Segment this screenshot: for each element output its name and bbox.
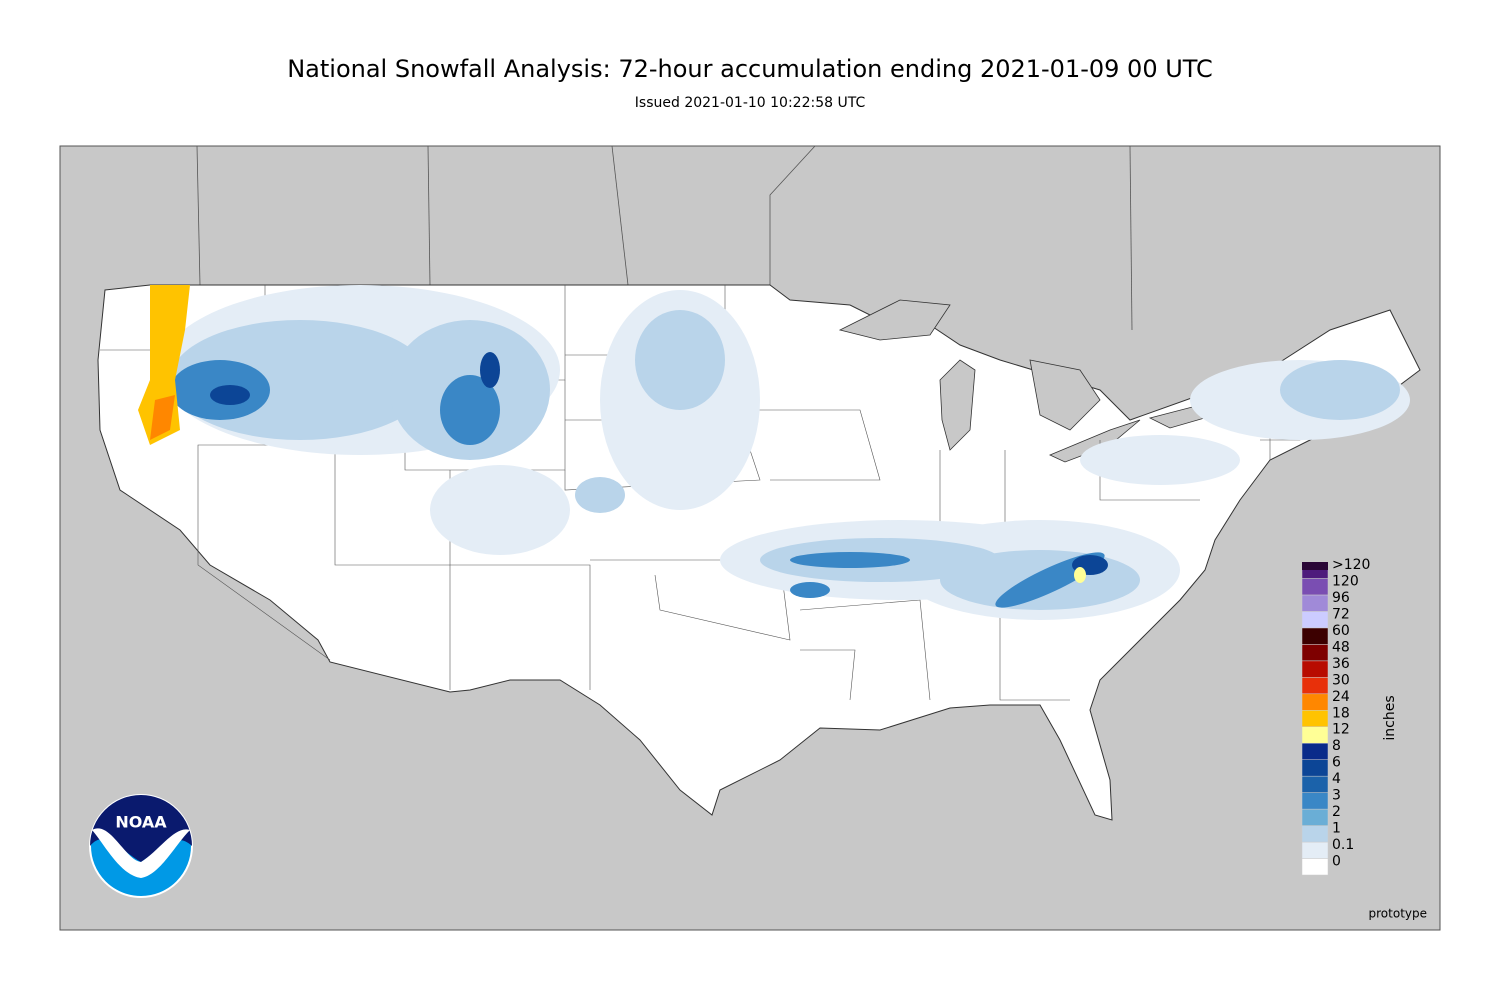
state-line xyxy=(197,480,331,661)
legend-swatch xyxy=(1301,841,1329,859)
snow-18-plus xyxy=(150,395,175,440)
legend-unit: inches xyxy=(1382,695,1398,740)
legend-label: 3 xyxy=(1332,788,1341,804)
legend-label: 8 xyxy=(1332,738,1341,754)
legend-swatch xyxy=(1301,792,1329,810)
snow-area xyxy=(480,352,500,388)
legend-swatch xyxy=(1302,562,1328,570)
state-line xyxy=(590,559,791,641)
legend-label: 4 xyxy=(1332,771,1341,787)
legend-label: 30 xyxy=(1332,672,1350,688)
footer-note: prototype xyxy=(1369,907,1427,921)
great-lakes xyxy=(838,299,1216,463)
legend-label: 12 xyxy=(1332,722,1350,738)
noaa-logo: NOAA xyxy=(89,794,193,898)
logo-text: NOAA xyxy=(115,813,167,832)
legend-swatch xyxy=(1301,627,1329,645)
logo-gull xyxy=(92,828,190,878)
snow-area xyxy=(575,477,625,513)
legend-label: 0.1 xyxy=(1332,837,1354,853)
state-line xyxy=(800,590,1070,701)
snow-area xyxy=(430,465,570,555)
snow-area xyxy=(790,582,830,598)
legend-label: 48 xyxy=(1332,639,1350,655)
legend-swatch xyxy=(1301,759,1329,777)
border xyxy=(611,145,629,286)
legend-swatch xyxy=(1301,858,1329,876)
legend-label: 2 xyxy=(1332,804,1341,820)
lake-erie xyxy=(1049,419,1141,463)
legend-swatch xyxy=(1301,710,1329,727)
legend-label: 96 xyxy=(1332,590,1350,606)
legend-swatch xyxy=(1301,742,1329,760)
legend-swatch xyxy=(1301,808,1329,826)
snow-area xyxy=(635,310,725,410)
legend-label: 60 xyxy=(1332,623,1350,639)
legend-label: 1 xyxy=(1332,821,1341,837)
subtitle: Issued 2021-01-10 10:22:58 UTC xyxy=(635,95,866,111)
admin-borders xyxy=(196,145,1133,331)
snow-area xyxy=(440,375,500,445)
snow-area xyxy=(210,385,250,405)
snow-8-plus xyxy=(1074,567,1086,583)
legend-swatch xyxy=(1301,611,1329,629)
border xyxy=(427,145,431,286)
title: National Snowfall Analysis: 72-hour accu… xyxy=(287,55,1213,83)
border xyxy=(196,145,201,286)
snow-area xyxy=(790,552,910,568)
legend-swatch xyxy=(1301,578,1329,596)
legend-label: 24 xyxy=(1332,689,1350,705)
legend-swatch xyxy=(1301,693,1329,711)
legend-swatch xyxy=(1301,677,1329,695)
logo-top xyxy=(90,795,192,862)
legend-swatch xyxy=(1301,644,1329,662)
snowfall-field xyxy=(138,285,1410,620)
snow-12-plus xyxy=(138,285,190,445)
lake-huron xyxy=(1029,359,1101,431)
lake-michigan xyxy=(939,359,976,451)
legend-swatch xyxy=(1301,726,1329,744)
legend-label: >120 xyxy=(1332,557,1370,573)
legend-swatch xyxy=(1301,775,1329,793)
legend-swatch xyxy=(1301,825,1329,843)
lake-superior xyxy=(838,299,951,341)
border xyxy=(769,145,816,285)
legend-swatch xyxy=(1301,594,1329,612)
legend-swatch xyxy=(1301,660,1329,678)
snow-area xyxy=(1080,435,1240,485)
legend-label: 6 xyxy=(1332,755,1341,771)
legend-label: 0 xyxy=(1332,854,1341,870)
legend-label: 18 xyxy=(1332,705,1350,721)
border xyxy=(1129,145,1133,331)
legend-label: 36 xyxy=(1332,656,1350,672)
legend-label: 120 xyxy=(1332,573,1359,589)
snow-area xyxy=(1280,360,1400,420)
state-line xyxy=(334,445,451,690)
legend-label: 72 xyxy=(1332,606,1350,622)
